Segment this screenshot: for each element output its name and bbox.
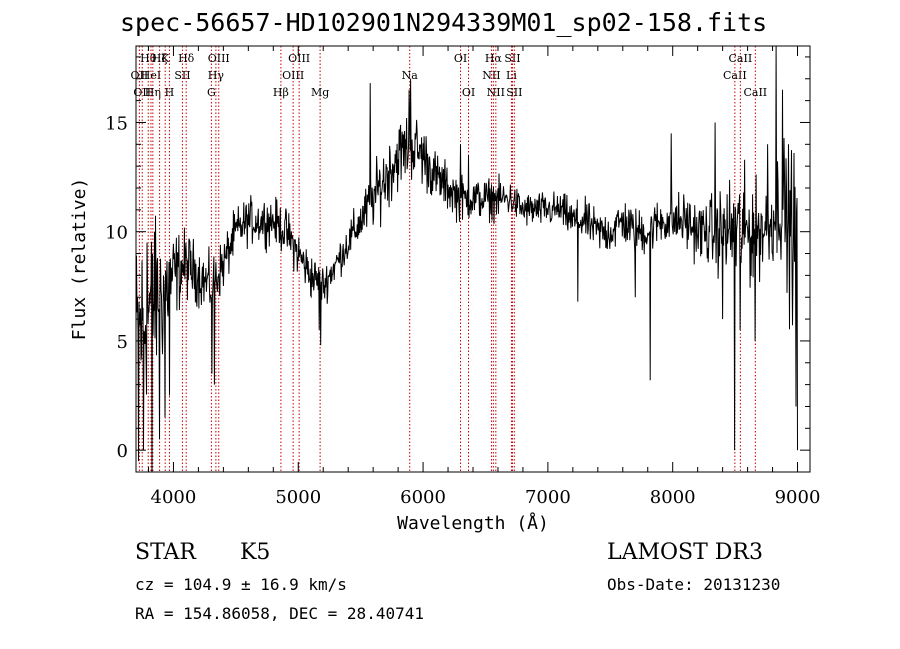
object-subclass: K5 [240,540,271,565]
line-marker-label: OIII [282,69,304,82]
y-tick-label: 10 [105,223,128,244]
line-marker-label: OIII [208,52,230,65]
line-marker-label: H [165,86,175,99]
line-marker-label: OI [454,52,467,65]
line-marker-label: Na [402,69,419,82]
line-marker-label: NII [482,69,500,82]
line-marker-label: SII [504,52,520,65]
chart-title: spec-56657-HD102901N294339M01_sp02-158.f… [120,8,768,37]
y-tick-label: 0 [117,441,128,462]
line-marker-label: CaII [729,52,753,65]
line-marker-label: Mg [311,86,329,99]
line-marker-label: Hβ [273,86,289,99]
plot-frame [135,45,811,473]
x-tick-label: 6000 [400,487,446,508]
line-marker-label: NII [487,86,505,99]
line-marker-label: Hγ [208,69,225,82]
line-marker-label: SII [506,86,522,99]
line-marker-label: Hζ [152,52,168,65]
line-marker-label: OII [131,69,149,82]
survey-name: LAMOST DR3 [607,540,763,565]
y-tick-label: 15 [105,113,128,134]
redshift-readout: cz = 104.9 ± 16.9 km/s [135,575,347,594]
y-tick-label: 5 [117,332,128,353]
line-marker-label: CaII [723,69,747,82]
line-marker-label: Hδ [178,52,195,65]
y-axis-title: Flux (relative) [69,178,90,341]
x-tick-label: 4000 [151,487,197,508]
x-tick-label: 8000 [650,487,696,508]
line-marker-label: HeI [141,69,161,82]
line-marker-label: OII [133,86,151,99]
line-marker-label: OIII [288,52,310,65]
line-marker-label: SII [174,69,190,82]
line-marker-label: CaII [743,86,767,99]
object-class: STAR [135,540,196,565]
line-marker-label: Hη [145,86,161,99]
line-marker-label: Hα [485,52,503,65]
line-marker-label: Li [506,69,517,82]
line-marker-label: Hθ [140,52,157,65]
x-tick-label: 5000 [275,487,321,508]
line-marker-label: G [207,86,216,99]
line-marker-label: K [161,52,170,65]
obs-date: Obs-Date: 20131230 [607,575,781,594]
x-tick-label: 7000 [525,487,571,508]
spectrum-line [135,45,798,473]
x-axis-title: Wavelength (Å) [397,512,549,534]
x-tick-label: 9000 [775,487,821,508]
coordinates-readout: RA = 154.86058, DEC = 28.40741 [135,604,424,623]
line-marker-label: OI [462,86,475,99]
